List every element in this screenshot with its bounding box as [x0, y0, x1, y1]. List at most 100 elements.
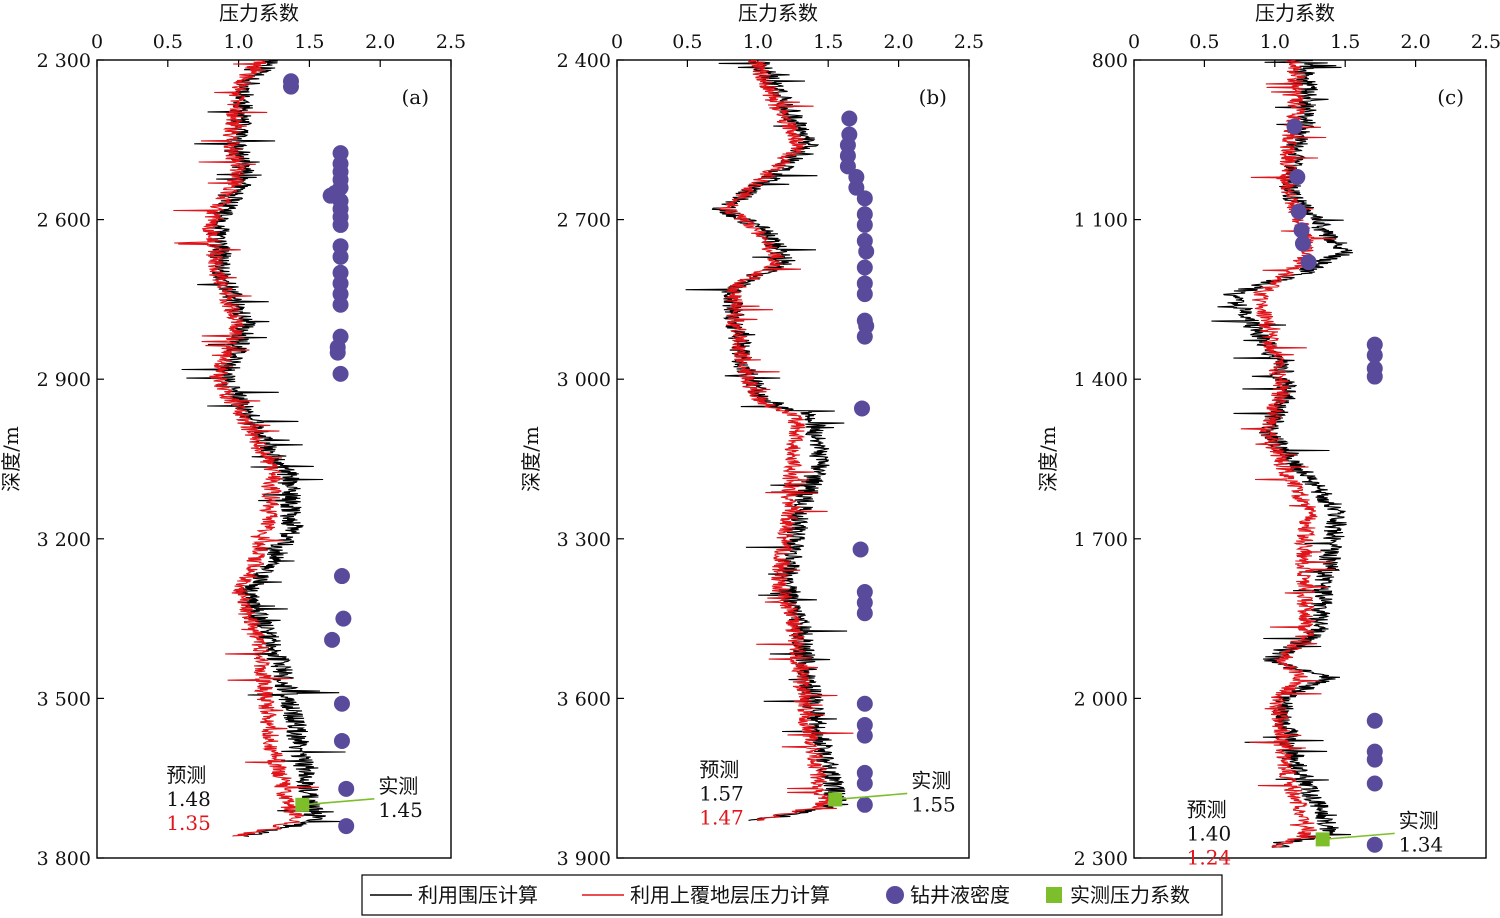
x-tick-label: 2.0: [365, 31, 395, 53]
x-tick-label: 1.0: [743, 31, 773, 53]
y-tick-label: 3 300: [557, 529, 611, 551]
legend-box: [361, 874, 1223, 916]
y-axis-title: 深度/m: [0, 426, 23, 492]
measured-point: [1315, 832, 1330, 847]
mud-density-point: [856, 286, 873, 303]
x-tick-label: 1.5: [294, 31, 324, 53]
mud-density-point: [856, 796, 873, 813]
mud-density-point: [841, 110, 858, 127]
x-tick-label: 1.0: [1260, 31, 1290, 53]
mud-density-point: [856, 775, 873, 792]
measured-title: 实测: [1399, 808, 1439, 832]
x-tick-label: 0: [91, 31, 103, 53]
mud-density-point: [1366, 368, 1383, 385]
measured-value: 1.55: [911, 792, 956, 816]
mud-density-point: [1366, 712, 1383, 729]
chart-panel-3: 0 0.5 1.0 1.5 2.0 2.5 压力系数 800 1 100 1 400 1 700 2 …: [1036, 1, 1500, 870]
mud-density-point: [333, 568, 350, 585]
mud-density-point: [335, 610, 352, 627]
measured-value: 1.45: [378, 798, 423, 822]
y-tick-label: 2 900: [37, 369, 91, 391]
y-tick-label: 2 400: [557, 50, 611, 72]
x-tick-label: 0.5: [153, 31, 183, 53]
mud-density-point: [852, 541, 869, 558]
y-tick-label: 800: [1092, 50, 1128, 72]
x-axis: 0 0.5 1.0 1.5 2.0 2.5: [1128, 31, 1500, 67]
prediction-red-value: 1.35: [166, 811, 211, 835]
y-axis: 2 400 2 700 3 000 3 300 3 600 3 900: [557, 50, 624, 870]
measured-point: [828, 792, 843, 807]
measured-leader-line: [835, 792, 908, 801]
mud-density-series: [282, 73, 355, 835]
x-tick-label: 0.5: [1189, 31, 1219, 53]
x-tick-label: 2.0: [883, 31, 913, 53]
mud-density-point: [1290, 203, 1307, 220]
mud-density-point: [1366, 775, 1383, 792]
x-tick-label: 2.0: [1400, 31, 1430, 53]
legend-measured-label: 实测压力系数: [1070, 883, 1190, 907]
panel-label: (a): [401, 85, 429, 109]
mud-density-point: [856, 216, 873, 233]
y-axis: 2 300 2 600 2 900 3 200 3 500 3 800: [37, 50, 104, 870]
measured-leader-line: [1322, 832, 1395, 841]
x-axis: 0 0.5 1.0 1.5 2.0 2.5: [91, 31, 466, 67]
mud-density-point: [1289, 169, 1306, 186]
mud-density-point: [324, 631, 341, 648]
mud-density-point: [332, 248, 349, 265]
x-tick-label: 1.5: [813, 31, 843, 53]
mud-density-point: [329, 344, 346, 361]
mud-density-point: [332, 216, 349, 233]
y-tick-label: 2 700: [557, 210, 611, 232]
mud-density-point: [1286, 118, 1303, 135]
x-axis-title: 压力系数: [219, 1, 299, 25]
y-axis: 800 1 100 1 400 1 700 2 000 2 300: [1074, 50, 1141, 870]
x-tick-label: 0.5: [672, 31, 702, 53]
measured-value: 1.34: [1399, 832, 1444, 856]
plot-frame: [616, 59, 970, 859]
red-log-curve: [718, 60, 854, 821]
prediction-title: 预测: [166, 763, 206, 787]
plot-frame: [96, 59, 452, 859]
mud-density-point: [333, 695, 350, 712]
legend-red-line-label: 利用上覆地层压力计算: [630, 883, 830, 907]
legend: 利用围压计算 利用上覆地层压力计算 钻井液密度 实测压力系数: [361, 874, 1223, 916]
y-tick-label: 2 000: [1074, 688, 1128, 710]
measured-title: 实测: [378, 774, 418, 798]
prediction-black-value: 1.40: [1187, 821, 1232, 845]
mud-density-series: [839, 110, 875, 813]
legend-mud-marker: [886, 886, 904, 904]
mud-density-point: [856, 328, 873, 345]
black-log-curve: [685, 60, 849, 821]
y-tick-label: 1 400: [1074, 369, 1128, 391]
mud-density-point: [282, 78, 299, 95]
prediction-title: 预测: [699, 757, 739, 781]
x-axis-title: 压力系数: [738, 1, 818, 25]
x-tick-label: 1.5: [1330, 31, 1360, 53]
x-tick-label: 0: [1128, 31, 1140, 53]
x-axis-title: 压力系数: [1255, 1, 1335, 25]
mud-density-point: [856, 259, 873, 276]
mud-density-point: [1366, 836, 1383, 853]
panel-label: (b): [919, 85, 947, 109]
legend-mud-label: 钻井液密度: [910, 883, 1010, 907]
chart-panel-1: 0 0.5 1.0 1.5 2.0 2.5 压力系数 2 300 2 600 2 900 3 200…: [0, 1, 466, 870]
mud-density-point: [856, 605, 873, 622]
mud-density-point: [332, 296, 349, 313]
mud-density-point: [338, 780, 355, 797]
y-tick-label: 3 200: [37, 529, 91, 551]
mud-density-point: [332, 365, 349, 382]
prediction-red-value: 1.47: [699, 805, 744, 829]
black-log-curve: [181, 60, 346, 837]
x-tick-label: 1.0: [223, 31, 253, 53]
chart-panel-2: 0 0.5 1.0 1.5 2.0 2.5 压力系数 2 400 2 700 3 000 3 300…: [519, 1, 984, 870]
measured-point: [295, 797, 310, 812]
red-log-curve: [1240, 60, 1336, 848]
measured-leader-line: [302, 798, 375, 806]
plot-frame: [1133, 59, 1487, 859]
y-tick-label: 1 100: [1074, 210, 1128, 232]
panel-label: (c): [1437, 85, 1464, 109]
mud-density-point: [1300, 254, 1317, 271]
y-tick-label: 1 700: [1074, 529, 1128, 551]
x-tick-label: 2.5: [1471, 31, 1500, 53]
